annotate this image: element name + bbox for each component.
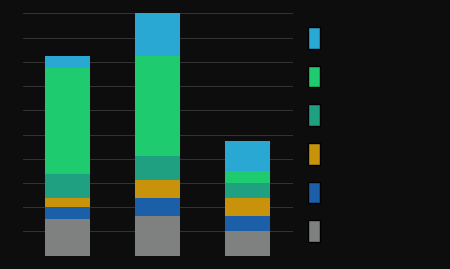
FancyBboxPatch shape xyxy=(308,27,320,48)
Bar xyxy=(225,216,270,231)
Bar xyxy=(225,183,270,198)
Bar xyxy=(135,216,180,256)
Bar xyxy=(45,174,90,198)
FancyBboxPatch shape xyxy=(308,182,320,203)
Bar xyxy=(45,68,90,174)
FancyBboxPatch shape xyxy=(308,221,320,242)
Bar xyxy=(45,207,90,219)
Bar xyxy=(135,156,180,180)
Bar xyxy=(135,180,180,198)
Bar xyxy=(135,198,180,216)
FancyBboxPatch shape xyxy=(308,143,320,165)
Bar xyxy=(225,171,270,183)
Bar xyxy=(225,140,270,171)
Bar xyxy=(135,13,180,56)
Bar xyxy=(45,219,90,256)
Bar xyxy=(225,231,270,256)
Bar xyxy=(135,56,180,156)
Bar xyxy=(45,56,90,68)
Bar xyxy=(45,198,90,207)
Bar xyxy=(225,198,270,216)
FancyBboxPatch shape xyxy=(308,104,320,126)
FancyBboxPatch shape xyxy=(308,66,320,87)
